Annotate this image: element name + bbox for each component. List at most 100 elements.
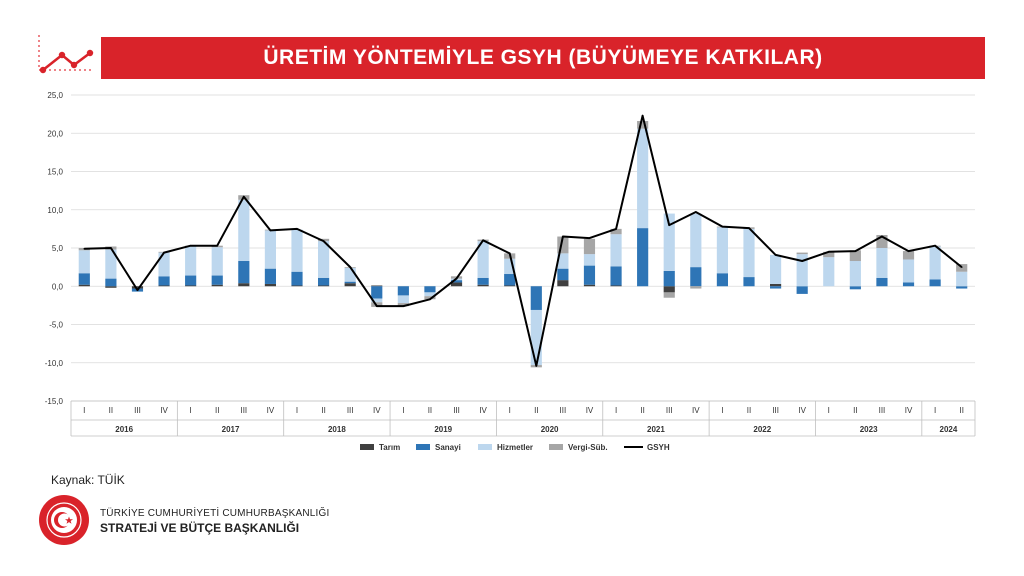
gsyh-point bbox=[801, 260, 803, 262]
bar-sanayi bbox=[264, 268, 276, 284]
year-label: 2021 bbox=[647, 425, 665, 434]
bar-hizmetler bbox=[770, 254, 782, 284]
quarter-label: IV bbox=[160, 406, 168, 415]
bar-tarm bbox=[450, 282, 463, 287]
y-tick-label: 0,0 bbox=[52, 282, 64, 291]
bar-sanayi bbox=[956, 286, 968, 289]
bar-sanayi bbox=[583, 265, 596, 285]
bar-hizmetler bbox=[583, 254, 596, 266]
gsyh-point bbox=[163, 251, 165, 254]
bar-hizmetler bbox=[956, 271, 968, 287]
bar-hizmetler bbox=[610, 234, 622, 267]
quarter-label: IV bbox=[692, 406, 700, 415]
axes: -15,0-10,0-5,00,05,010,015,020,025,0I II I… bbox=[45, 91, 976, 437]
bar-sanayi bbox=[105, 278, 117, 287]
bar-vergisb bbox=[424, 296, 436, 300]
bar-hizmetler bbox=[876, 248, 888, 278]
quarter-label: II bbox=[640, 406, 644, 415]
gsyh-point bbox=[934, 244, 936, 247]
bar-tarm bbox=[344, 283, 356, 287]
bar-hizmetler bbox=[929, 246, 941, 280]
bar-vergisb bbox=[849, 250, 861, 262]
legend-label: Sanayi bbox=[435, 443, 461, 452]
bar-tarm bbox=[557, 280, 569, 287]
bar-tarm bbox=[211, 284, 223, 287]
gsyh-point bbox=[455, 277, 458, 280]
quarter-label: IV bbox=[798, 406, 806, 415]
legend-swatch bbox=[478, 444, 492, 450]
gsyh-point bbox=[216, 244, 219, 247]
gsyh-point bbox=[881, 235, 883, 238]
quarter-label: I bbox=[402, 406, 404, 415]
gsyh-point bbox=[562, 235, 564, 238]
bar-tarm bbox=[371, 285, 383, 287]
bar-hizmetler bbox=[823, 257, 835, 287]
bar-sanayi bbox=[716, 273, 728, 287]
bar-hizmetler bbox=[78, 250, 90, 274]
year-label: 2022 bbox=[753, 425, 771, 434]
bar-sanayi bbox=[876, 277, 888, 287]
y-tick-label: 10,0 bbox=[47, 206, 63, 215]
bar-hizmetler bbox=[185, 246, 197, 276]
bar-hizmetler bbox=[397, 295, 409, 304]
quarter-label: IV bbox=[373, 406, 381, 415]
bar-vergisb bbox=[318, 238, 330, 242]
gsyh-point bbox=[349, 266, 351, 268]
trend-chart-icon bbox=[38, 35, 94, 74]
gsyh-point bbox=[322, 240, 325, 242]
y-tick-label: -15,0 bbox=[45, 397, 64, 406]
quarter-label: II bbox=[747, 406, 751, 415]
gsyh-point bbox=[695, 211, 697, 213]
quarter-label: II bbox=[428, 406, 432, 415]
bar-sanayi bbox=[397, 286, 409, 296]
quarter-label: I bbox=[721, 406, 723, 415]
bar-tarm bbox=[264, 283, 276, 287]
bar-hizmetler bbox=[291, 229, 303, 272]
quarter-label: III bbox=[347, 406, 354, 415]
bar-hizmetler bbox=[238, 199, 250, 262]
bar-hizmetler bbox=[796, 254, 808, 287]
bar-sanayi bbox=[371, 286, 383, 299]
bar-hizmetler bbox=[318, 241, 330, 278]
bar-tarm bbox=[238, 283, 250, 287]
bar-vergisb bbox=[663, 292, 675, 298]
quarter-label: I bbox=[509, 406, 511, 415]
bar-sanayi bbox=[530, 286, 542, 310]
legend-label: GSYH bbox=[647, 443, 670, 452]
year-label: 2020 bbox=[541, 425, 559, 434]
bar-hizmetler bbox=[530, 309, 542, 366]
bar-hizmetler bbox=[504, 258, 516, 275]
bar-vergisb bbox=[557, 236, 569, 254]
gsyh-point bbox=[243, 195, 245, 198]
bar-hizmetler bbox=[264, 230, 276, 269]
quarter-label: III bbox=[453, 406, 460, 415]
org-name-line2: STRATEJİ VE BÜTÇE BAŞKANLIĞI bbox=[100, 521, 300, 535]
gsyh-point bbox=[907, 250, 910, 252]
quarter-label: III bbox=[134, 406, 141, 415]
bar-vergisb bbox=[690, 286, 702, 289]
bar-sanayi bbox=[557, 268, 569, 281]
bar-hizmetler bbox=[849, 261, 861, 287]
title-banner: ÜRETİM YÖNTEMİYLE GSYH (BÜYÜMEYE KATKILA… bbox=[101, 37, 985, 79]
quarter-label: II bbox=[853, 406, 857, 415]
bar-sanayi bbox=[450, 280, 463, 283]
legend-swatch bbox=[416, 444, 430, 450]
bar-vergisb bbox=[583, 238, 596, 255]
quarter-label: I bbox=[296, 406, 298, 415]
bar-hizmetler bbox=[716, 227, 728, 274]
y-tick-label: 15,0 bbox=[47, 168, 63, 177]
legend-label: Hizmetler bbox=[497, 443, 533, 452]
gdp-contribution-chart: -15,0-10,0-5,00,05,010,015,020,025,0I II I… bbox=[45, 91, 976, 452]
gsyh-point bbox=[402, 305, 405, 307]
bar-vergisb bbox=[902, 251, 915, 260]
bar-hizmetler bbox=[557, 253, 569, 269]
bar-sanayi bbox=[211, 275, 223, 285]
bar-sanayi bbox=[185, 275, 197, 286]
y-tick-label: -5,0 bbox=[49, 321, 63, 330]
sbb-seal-icon bbox=[39, 495, 89, 545]
bar-tarm bbox=[78, 284, 90, 287]
bar-tarm bbox=[158, 285, 170, 287]
bar-tarm bbox=[318, 285, 330, 287]
bar-vergisb bbox=[397, 303, 409, 307]
y-tick-label: 20,0 bbox=[47, 129, 63, 138]
